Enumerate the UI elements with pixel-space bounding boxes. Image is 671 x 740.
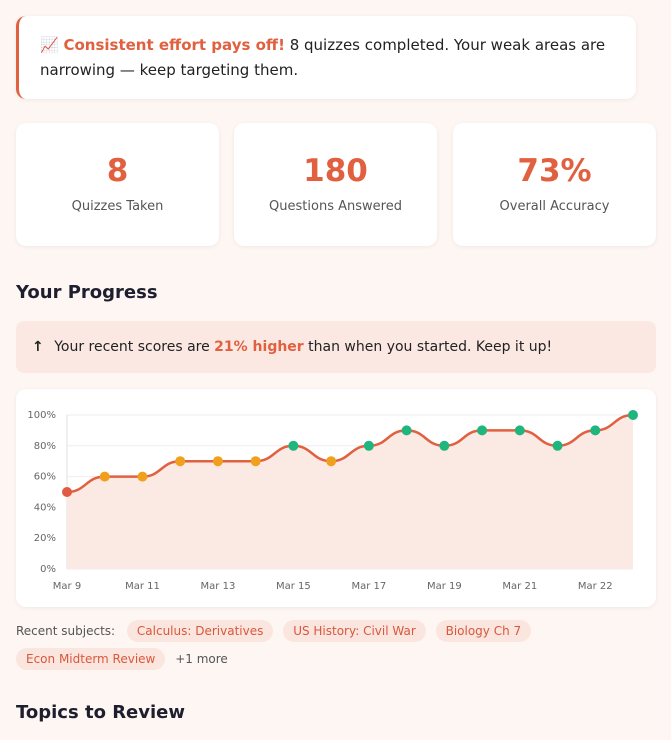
x-tick-label: Mar 19 [427,581,462,592]
section-title: Topics to Review [16,702,186,723]
stat-value: 73% [517,153,592,189]
point [590,425,601,436]
banner-headline: Consistent effort pays off! [63,36,285,54]
stat-card: 8 Quizzes Taken [16,123,219,246]
point [175,456,186,467]
x-tick-label: Mar 17 [351,581,386,592]
point [401,425,412,436]
y-tick-label: 40% [34,502,56,513]
point [250,456,261,467]
stat-value: 8 [106,153,129,189]
x-tick-label: Mar 21 [502,581,537,592]
notice-text: Your recent scores are [54,339,210,355]
line [66,413,634,494]
subjects-row: Recent subjects: Calculus: Derivatives U… [16,620,537,642]
notice-text: than when you started. Keep it up! [308,339,553,355]
area [67,415,633,569]
point [439,440,450,451]
stat-label: Overall Accuracy [499,199,610,214]
point [514,425,525,436]
x-tick-label: Mar 11 [125,581,160,592]
point [326,456,337,467]
section-title: Your Progress [16,282,158,303]
more-link[interactable]: +1 more [175,652,228,666]
notice-highlight: 21% higher [214,339,304,355]
stat-label: Quizzes Taken [71,199,164,214]
chart-card: 0% 20% 40% 60% 80% 100% Mar 9 Mar 11 Mar 13 Mar 1… [16,389,656,607]
point [288,440,299,451]
y-tick-label: 60% [34,472,56,483]
y-tick-label: 80% [34,441,56,452]
x-tick-label: Mar 13 [201,581,236,592]
stat-card: 73% Overall Accuracy [453,123,656,246]
notice: ↑ Your recent scores are 21% higher than… [16,321,656,373]
subjects-row: Econ Midterm Review +1 more [16,648,228,670]
point [477,425,488,436]
banner: 📈 Consistent effort pays off! 8 quizzes … [16,16,636,99]
point [552,440,563,451]
stat-value: 180 [303,153,368,189]
point [137,471,148,482]
x-tick-label: Mar 22 [578,581,613,592]
chart: 0% 20% 40% 60% 80% 100% Mar 9 Mar 11 Mar 13 Mar 1… [27,410,638,592]
banner-icon: 📈 [40,36,59,54]
banner-text: 8 quizzes completed. Your weak areas are… [40,36,606,79]
point [62,487,72,497]
y-tick-label: 20% [34,533,56,544]
subject-tag[interactable]: Econ Midterm Review [16,648,166,670]
notice-icon: ↑ [32,339,44,355]
stat-card: 180 Questions Answered [234,123,437,246]
subject-tag[interactable]: Biology Ch 7 [435,620,532,642]
point [628,410,638,420]
point [99,471,110,482]
y-tick-label: 0% [40,564,56,575]
subject-tag[interactable]: US History: Civil War [283,620,426,642]
subject-tag[interactable]: Calculus: Derivatives [126,620,274,642]
y-tick-label: 100% [27,410,56,421]
point [212,456,223,467]
x-tick-label: Mar 9 [53,581,81,592]
subjects-label: Recent subjects: [16,624,116,638]
x-tick-label: Mar 15 [276,581,311,592]
point [363,440,374,451]
stat-label: Questions Answered [269,199,402,214]
